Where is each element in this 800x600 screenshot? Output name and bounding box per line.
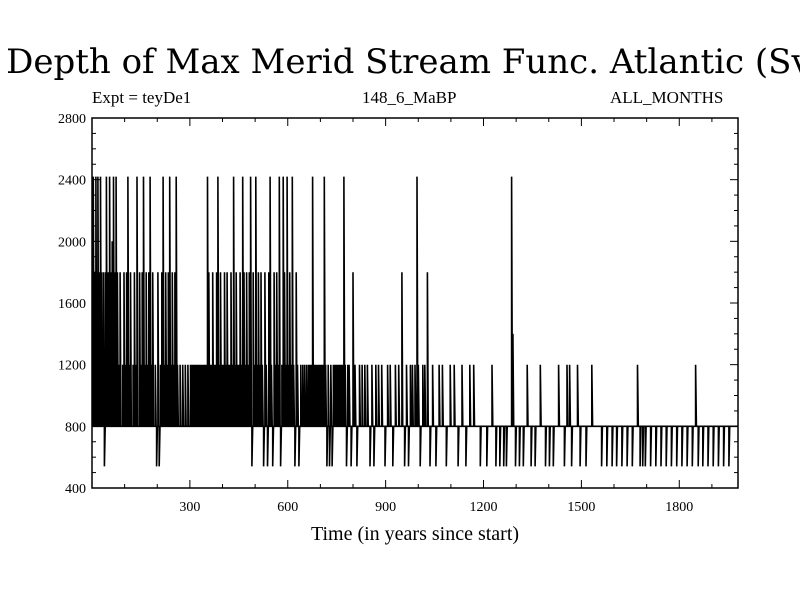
y-tick-label: 1600 bbox=[58, 297, 86, 312]
x-tick-label: 300 bbox=[179, 500, 200, 515]
plot-frame bbox=[91, 117, 739, 489]
experiment-label: Expt = teyDe1 bbox=[92, 88, 192, 107]
y-tick-label: 1200 bbox=[58, 359, 86, 374]
y-tick-label: 400 bbox=[65, 482, 86, 497]
y-tick-label: 2000 bbox=[58, 235, 86, 250]
axis-ticks: 400 800 1200 1600 2000 2400 2800 300 600 900 1200 1… bbox=[58, 112, 738, 515]
period-label: 148_6_MaBP bbox=[362, 88, 457, 107]
series-line bbox=[91, 176, 738, 467]
data-series bbox=[91, 176, 738, 467]
chart-title: Depth of Max Merid Stream Func. Atlantic… bbox=[6, 42, 800, 82]
y-tick-label: 800 bbox=[65, 420, 86, 435]
x-tick-label: 1500 bbox=[567, 500, 595, 515]
x-tick-label: 600 bbox=[277, 500, 298, 515]
y-tick-label: 2400 bbox=[58, 174, 86, 189]
x-tick-label: 900 bbox=[375, 500, 396, 515]
x-tick-label: 1800 bbox=[665, 500, 693, 515]
months-label: ALL_MONTHS bbox=[610, 88, 724, 107]
x-axis-label: Time (in years since start) bbox=[311, 523, 519, 545]
y-tick-label: 2800 bbox=[58, 112, 86, 127]
x-tick-label: 1200 bbox=[470, 500, 498, 515]
